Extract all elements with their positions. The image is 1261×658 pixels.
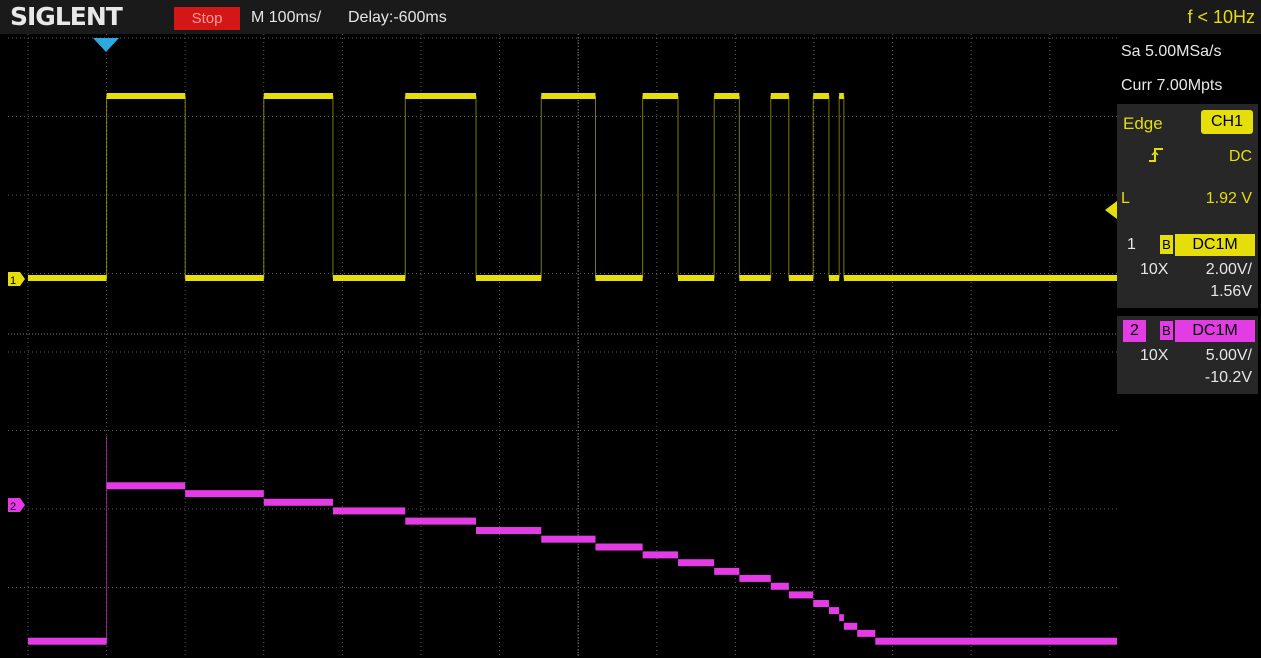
ch1-segment (770, 93, 789, 99)
waveform-display[interactable]: 1 2 (8, 34, 1117, 658)
channel-1-number: 1 (1127, 236, 1136, 253)
ch2-step (788, 591, 814, 599)
trigger-position-marker-icon[interactable] (93, 38, 119, 52)
trigger-source-badge[interactable]: CH1 (1201, 110, 1253, 134)
channel-1-offset[interactable]: 1.56V (1210, 283, 1252, 300)
ch2-step (476, 527, 542, 535)
ch1-segment (405, 93, 477, 99)
trigger-coupling[interactable]: DC (1228, 148, 1252, 165)
oscilloscope-graticule[interactable]: 1 2 (8, 34, 1117, 658)
channel-2-scale[interactable]: 5.00V/ (1205, 347, 1252, 364)
ch2-step (813, 600, 829, 608)
ch2-step (839, 614, 844, 622)
ch1-segment (828, 275, 840, 281)
ch2-step (828, 607, 840, 615)
ch1-segment (739, 275, 771, 281)
channel-2-ground-marker-icon[interactable]: 2 (8, 498, 25, 513)
channel-2-offset[interactable]: -10.2V (1204, 369, 1252, 386)
ch2-step (263, 498, 333, 506)
ch2-step (642, 551, 679, 559)
ch1-segment (813, 93, 829, 99)
ch2-step (739, 574, 771, 582)
channel-1-coupling-badge[interactable]: DC1M (1175, 234, 1255, 256)
channel-1-probe: 10X (1140, 261, 1169, 278)
delay-readout[interactable]: Delay:-600ms (348, 9, 447, 26)
ch2-step (541, 535, 596, 543)
ch2-step (106, 482, 186, 490)
ch2-step (714, 567, 740, 575)
channel-1-settings[interactable]: 1 B DC1M 10X 2.00V/ 1.56V (1117, 230, 1258, 308)
channel-2-settings[interactable]: 2 B DC1M 10X 5.00V/ -10.2V (1117, 316, 1258, 394)
channel-1-marker-label: 1 (10, 275, 16, 287)
timebase-readout[interactable]: M 100ms/ (251, 9, 322, 26)
trigger-type[interactable]: Edge (1123, 114, 1163, 133)
channel-1-bw-limit-badge: B (1160, 235, 1173, 254)
ch2-step (595, 543, 643, 551)
channel-2-waveform (28, 436, 1117, 645)
sample-rate: Sa 5.00MSa/s (1121, 43, 1222, 60)
channel-2-marker-label: 2 (10, 501, 16, 513)
channel-2-bw-limit-badge: B (1160, 321, 1173, 340)
ch2-step (843, 622, 858, 630)
channel-2-coupling-badge[interactable]: DC1M (1175, 320, 1255, 342)
ch2-step (857, 629, 876, 637)
ch2-step (332, 507, 406, 515)
trigger-frequency-readout: f < 10Hz (1187, 7, 1255, 27)
channel-2-number: 2 (1123, 320, 1146, 342)
ch1-segment (106, 93, 186, 99)
channel-1-ground-marker-icon[interactable]: 1 (8, 272, 25, 287)
top-status-bar: SIGLENT Stop M 100ms/ Delay:-600ms f < 1… (0, 0, 1261, 34)
ch1-segment (476, 275, 542, 281)
trigger-settings-box[interactable]: Edge CH1 DC L 1.92 V (1117, 104, 1258, 252)
ch1-segment (332, 275, 406, 281)
ch1-segment (185, 275, 264, 281)
ch1-segment (839, 93, 844, 99)
run-stop-indicator[interactable]: Stop (174, 7, 240, 30)
memory-depth: Curr 7.00Mpts (1121, 77, 1223, 94)
channel-2-probe: 10X (1140, 347, 1169, 364)
ch1-segment (843, 275, 1117, 281)
trigger-level-marker-icon[interactable] (1105, 201, 1117, 219)
trigger-level-label: L (1121, 190, 1130, 207)
ch2-step (28, 637, 107, 645)
ch2-step (405, 517, 477, 525)
ch1-segment (541, 93, 596, 99)
ch1-segment (28, 275, 107, 281)
ch1-segment (788, 275, 814, 281)
trigger-level-value[interactable]: 1.92 V (1205, 190, 1252, 207)
ch1-segment (714, 93, 740, 99)
right-info-panel: Sa 5.00MSa/s Curr 7.00Mpts Edge CH1 DC L… (1117, 34, 1261, 658)
ch2-step (678, 559, 715, 567)
ch1-segment (263, 93, 333, 99)
ch1-segment (595, 275, 643, 281)
ch1-segment (642, 93, 679, 99)
ch2-step (770, 582, 789, 590)
ch1-segment (678, 275, 715, 281)
rising-edge-icon (1149, 148, 1163, 162)
ch2-step (875, 637, 1117, 645)
ch2-step (185, 490, 264, 498)
brand-logo: SIGLENT (10, 2, 123, 31)
channel-1-scale[interactable]: 2.00V/ (1205, 261, 1252, 278)
channel-1-waveform (28, 93, 1117, 281)
